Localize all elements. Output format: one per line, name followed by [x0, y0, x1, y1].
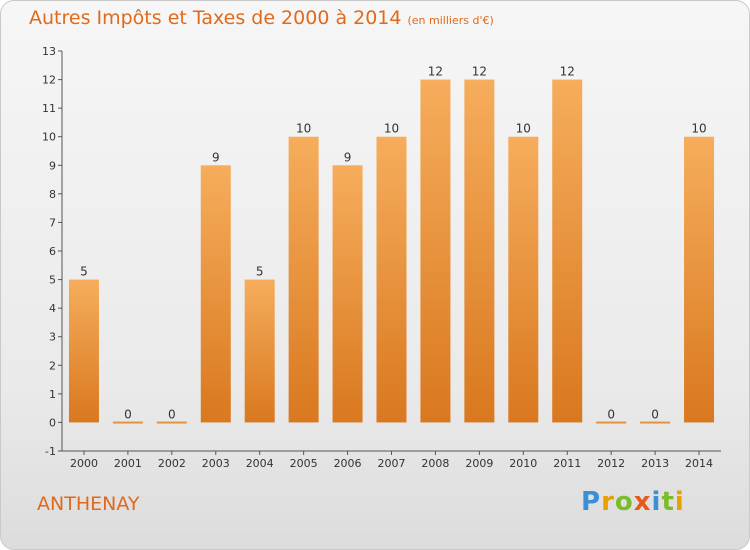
y-tick-label: 11 — [42, 102, 56, 115]
bar — [684, 136, 715, 423]
y-tick-label: 10 — [42, 131, 56, 144]
x-tick-label: 2001 — [114, 457, 142, 470]
x-tick-label: 2009 — [465, 457, 493, 470]
x-tick-label: 2000 — [70, 457, 98, 470]
y-tick-label: 0 — [49, 416, 56, 429]
chart-title: Autres Impôts et Taxes de 2000 à 2014 (en… — [29, 7, 494, 29]
x-tick-label: 2010 — [509, 457, 537, 470]
x-tick-label: 2007 — [378, 457, 406, 470]
commune-name: ANTHENAY — [37, 493, 140, 515]
bar — [244, 279, 275, 423]
x-tick-label: 2013 — [641, 457, 669, 470]
bar-value-label: 5 — [80, 265, 88, 279]
bar — [112, 421, 143, 424]
bar-value-label: 10 — [516, 122, 531, 136]
bar-value-label: 0 — [168, 407, 176, 421]
y-tick-label: 9 — [49, 159, 56, 172]
y-tick-label: 4 — [49, 302, 56, 315]
bar-value-label: 5 — [256, 265, 264, 279]
x-tick-label: 2011 — [553, 457, 581, 470]
bar — [508, 136, 539, 423]
bar-value-label: 12 — [472, 65, 487, 79]
bar-value-label: 10 — [384, 122, 399, 136]
x-tick-label: 2003 — [202, 457, 230, 470]
x-tick-label: 2012 — [597, 457, 625, 470]
bar-value-label: 12 — [560, 65, 575, 79]
x-tick-label: 2005 — [290, 457, 318, 470]
y-tick-label: 7 — [49, 216, 56, 229]
y-tick-label: 3 — [49, 331, 56, 344]
y-tick-label: 12 — [42, 74, 56, 87]
bar-value-label: 0 — [607, 407, 615, 421]
bar — [640, 421, 671, 424]
y-tick-label: 8 — [49, 188, 56, 201]
bar-value-label: 12 — [428, 65, 443, 79]
bar-value-label: 0 — [124, 407, 132, 421]
y-tick-label: 1 — [49, 388, 56, 401]
bar — [464, 79, 495, 423]
y-tick-label: 5 — [49, 274, 56, 287]
x-tick-label: 2008 — [421, 457, 449, 470]
x-tick-label: 2014 — [685, 457, 713, 470]
bar — [288, 136, 319, 423]
chart-unit: (en milliers d'€) — [407, 14, 494, 27]
bar — [68, 279, 99, 423]
y-tick-label: -1 — [45, 445, 56, 458]
bar-value-label: 9 — [344, 150, 352, 164]
bar — [200, 165, 231, 423]
x-tick-label: 2002 — [158, 457, 186, 470]
bar — [420, 79, 451, 423]
bar-value-label: 9 — [212, 150, 220, 164]
bar — [156, 421, 187, 424]
y-tick-label: 13 — [42, 45, 56, 58]
y-tick-label: 2 — [49, 359, 56, 372]
y-tick-label: 6 — [49, 245, 56, 258]
bar — [552, 79, 583, 423]
x-tick-label: 2006 — [334, 457, 362, 470]
chart-title-text: Autres Impôts et Taxes de 2000 à 2014 — [29, 7, 402, 29]
bar-value-label: 10 — [691, 122, 706, 136]
bar-value-label: 0 — [651, 407, 659, 421]
proxiti-logo: Proxiti — [581, 487, 685, 517]
x-tick-label: 2004 — [246, 457, 274, 470]
bar-value-label: 10 — [296, 122, 311, 136]
bar — [376, 136, 407, 423]
bar — [332, 165, 363, 423]
bar — [596, 421, 627, 424]
